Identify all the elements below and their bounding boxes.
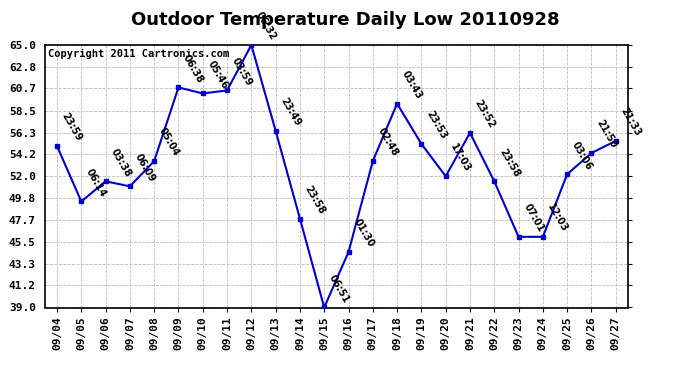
- Text: 03:06: 03:06: [570, 140, 594, 171]
- Text: Outdoor Temperature Daily Low 20110928: Outdoor Temperature Daily Low 20110928: [130, 11, 560, 29]
- Text: 06:38: 06:38: [181, 53, 206, 85]
- Text: 17:03: 17:03: [448, 142, 473, 174]
- Text: 03:38: 03:38: [108, 147, 132, 178]
- Text: 06:14: 06:14: [84, 167, 108, 199]
- Text: 03:43: 03:43: [400, 69, 424, 101]
- Text: 23:53: 23:53: [424, 110, 448, 141]
- Text: 12:03: 12:03: [546, 202, 570, 234]
- Text: 06:32: 06:32: [254, 10, 278, 42]
- Text: 21:50: 21:50: [594, 118, 618, 150]
- Text: 23:58: 23:58: [497, 147, 521, 178]
- Text: 01:30: 01:30: [351, 217, 375, 249]
- Text: 03:59: 03:59: [230, 56, 254, 88]
- Text: 21:33: 21:33: [618, 106, 642, 138]
- Text: 05:46: 05:46: [206, 59, 230, 91]
- Text: 06:09: 06:09: [132, 152, 157, 184]
- Text: 02:48: 02:48: [375, 126, 400, 158]
- Text: 06:51: 06:51: [327, 273, 351, 305]
- Text: 05:04: 05:04: [157, 126, 181, 158]
- Text: 23:58: 23:58: [303, 184, 327, 216]
- Text: 23:59: 23:59: [60, 111, 84, 143]
- Text: 23:52: 23:52: [473, 98, 497, 130]
- Text: 07:01: 07:01: [522, 202, 546, 234]
- Text: Copyright 2011 Cartronics.com: Copyright 2011 Cartronics.com: [48, 49, 229, 59]
- Text: 23:49: 23:49: [279, 96, 303, 128]
